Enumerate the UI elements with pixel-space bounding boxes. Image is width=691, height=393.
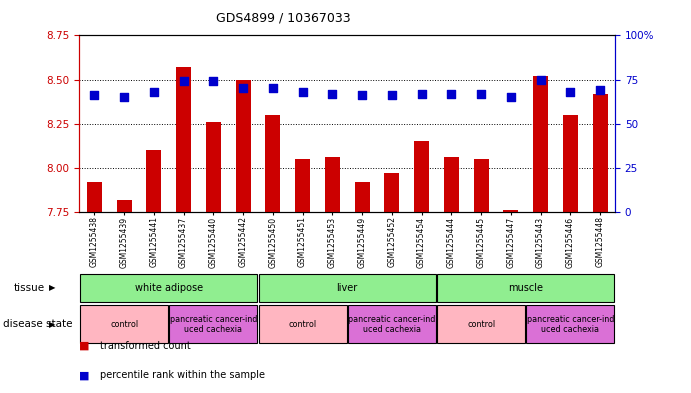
Point <box>416 90 427 97</box>
Bar <box>563 115 578 212</box>
Text: pancreatic cancer-ind
uced cachexia: pancreatic cancer-ind uced cachexia <box>527 314 614 334</box>
Point <box>149 89 160 95</box>
Bar <box>348 305 436 343</box>
Text: pancreatic cancer-ind
uced cachexia: pancreatic cancer-ind uced cachexia <box>170 314 257 334</box>
Text: control: control <box>467 320 495 329</box>
Text: liver: liver <box>337 283 358 293</box>
Point <box>475 90 486 97</box>
Point <box>178 78 189 84</box>
Bar <box>80 274 257 302</box>
Point <box>505 94 516 100</box>
Bar <box>354 182 370 212</box>
Text: disease state: disease state <box>3 319 73 329</box>
Text: muscle: muscle <box>509 283 543 293</box>
Bar <box>504 211 518 212</box>
Text: transformed count: transformed count <box>100 341 191 351</box>
Bar <box>146 151 161 212</box>
Text: white adipose: white adipose <box>135 283 202 293</box>
Bar <box>87 182 102 212</box>
Point <box>238 85 249 92</box>
Bar <box>444 157 459 212</box>
Bar <box>593 94 607 212</box>
Point <box>267 85 278 92</box>
Text: tissue: tissue <box>14 283 45 293</box>
Bar <box>258 274 436 302</box>
Point <box>327 90 338 97</box>
Bar <box>527 305 614 343</box>
Text: ■: ■ <box>79 370 90 380</box>
Bar <box>258 305 347 343</box>
Point <box>357 92 368 99</box>
Text: pancreatic cancer-ind
uced cachexia: pancreatic cancer-ind uced cachexia <box>348 314 435 334</box>
Point <box>119 94 130 100</box>
Bar <box>437 274 614 302</box>
Point <box>535 76 546 83</box>
Bar <box>473 159 489 212</box>
Bar <box>295 159 310 212</box>
Point <box>446 90 457 97</box>
Point <box>594 87 605 94</box>
Bar <box>414 141 429 212</box>
Bar <box>533 76 548 212</box>
Point <box>297 89 308 95</box>
Point <box>386 92 397 99</box>
Point <box>89 92 100 99</box>
Text: control: control <box>110 320 138 329</box>
Bar <box>80 305 168 343</box>
Point <box>565 89 576 95</box>
Text: ▶: ▶ <box>48 283 55 292</box>
Bar <box>117 200 131 212</box>
Text: control: control <box>289 320 316 329</box>
Bar <box>437 305 525 343</box>
Text: ■: ■ <box>79 341 90 351</box>
Bar <box>169 305 257 343</box>
Bar <box>176 67 191 212</box>
Text: ▶: ▶ <box>48 320 55 329</box>
Bar <box>325 157 340 212</box>
Text: percentile rank within the sample: percentile rank within the sample <box>100 370 265 380</box>
Bar <box>236 79 251 212</box>
Bar <box>384 173 399 212</box>
Point <box>208 78 219 84</box>
Bar <box>265 115 281 212</box>
Text: GDS4899 / 10367033: GDS4899 / 10367033 <box>216 12 350 25</box>
Bar <box>206 122 221 212</box>
